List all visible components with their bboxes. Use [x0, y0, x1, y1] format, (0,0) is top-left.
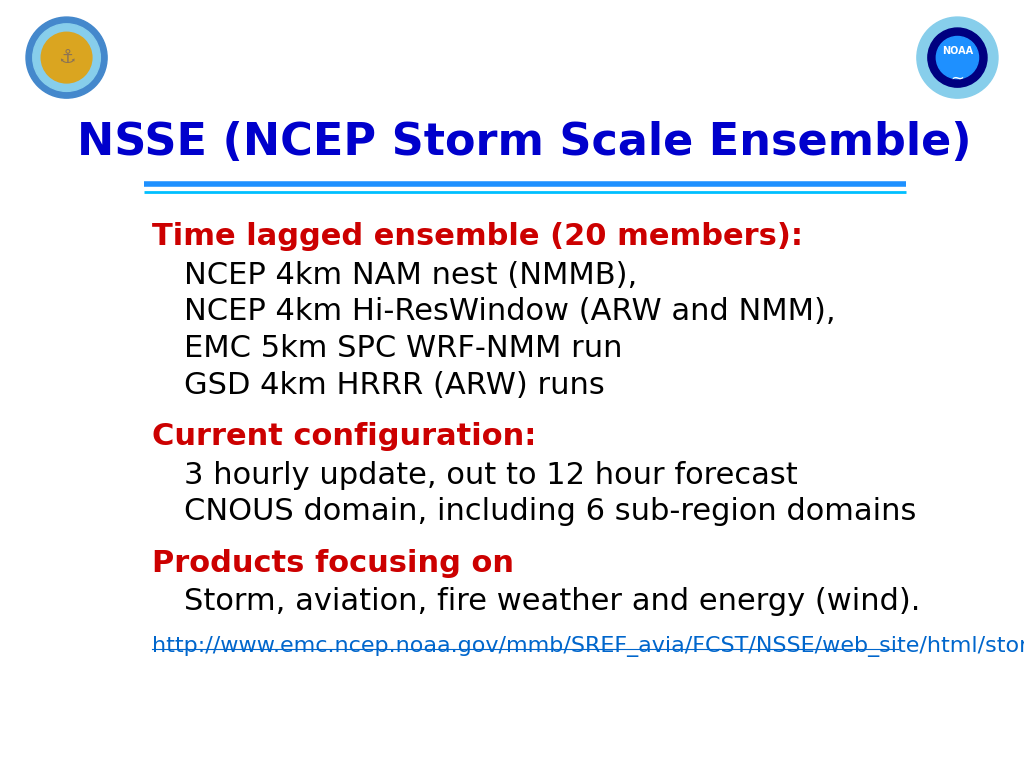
Text: CNOUS domain, including 6 sub-region domains: CNOUS domain, including 6 sub-region dom…: [183, 497, 915, 526]
Text: http://www.emc.ncep.noaa.gov/mmb/SREF_avia/FCST/NSSE/web_site/html/storm.html: http://www.emc.ncep.noaa.gov/mmb/SREF_av…: [152, 636, 1024, 657]
Circle shape: [26, 17, 108, 98]
Text: NSSE (NCEP Storm Scale Ensemble): NSSE (NCEP Storm Scale Ensemble): [78, 121, 972, 164]
Text: Time lagged ensemble (20 members):: Time lagged ensemble (20 members):: [152, 222, 803, 251]
Text: Current configuration:: Current configuration:: [152, 422, 537, 451]
Text: ⚓: ⚓: [57, 48, 76, 67]
Text: NCEP 4km NAM nest (NMMB),: NCEP 4km NAM nest (NMMB),: [183, 260, 637, 290]
Text: ~: ~: [950, 70, 965, 88]
Circle shape: [936, 37, 979, 79]
Text: 3 hourly update, out to 12 hour forecast: 3 hourly update, out to 12 hour forecast: [183, 461, 798, 489]
Text: NOAA: NOAA: [942, 46, 973, 56]
Text: NCEP 4km Hi-ResWindow (ARW and NMM),: NCEP 4km Hi-ResWindow (ARW and NMM),: [183, 297, 836, 326]
Text: Products focusing on: Products focusing on: [152, 548, 514, 578]
Text: Storm, aviation, fire weather and energy (wind).: Storm, aviation, fire weather and energy…: [183, 587, 920, 616]
Circle shape: [916, 17, 998, 98]
Circle shape: [41, 32, 92, 83]
Circle shape: [33, 24, 100, 91]
Text: GSD 4km HRRR (ARW) runs: GSD 4km HRRR (ARW) runs: [183, 371, 604, 399]
Text: EMC 5km SPC WRF-NMM run: EMC 5km SPC WRF-NMM run: [183, 334, 622, 363]
Circle shape: [928, 28, 987, 88]
